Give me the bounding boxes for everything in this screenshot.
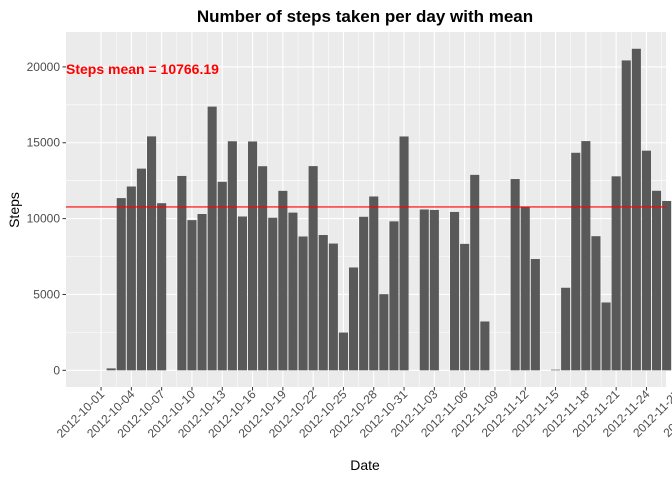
bar-2012-10-29 [379, 294, 389, 371]
bar-2012-11-19 [591, 236, 601, 371]
bar-2012-11-23 [631, 48, 641, 371]
y-tick-label: 10000 [27, 212, 61, 226]
bar-2012-10-28 [369, 196, 379, 371]
y-tick-label: 5000 [33, 287, 60, 301]
bar-2012-11-08 [480, 321, 490, 371]
bar-2012-10-17 [258, 166, 268, 371]
bar-2012-11-15 [551, 369, 561, 371]
bar-2012-10-15 [237, 216, 247, 371]
bar-2012-10-20 [288, 212, 298, 371]
y-tick-label: 0 [53, 363, 60, 377]
bar-2012-11-25 [652, 190, 662, 371]
bar-2012-11-11 [510, 179, 520, 371]
bar-2012-10-26 [349, 267, 359, 371]
bar-2012-10-19 [278, 190, 288, 371]
bar-2012-11-22 [621, 60, 631, 371]
bar-2012-11-16 [561, 287, 571, 371]
bar-2012-10-30 [389, 221, 399, 371]
bar-2012-10-25 [338, 332, 348, 371]
bar-2012-11-17 [571, 152, 581, 371]
bar-2012-10-14 [227, 141, 237, 371]
bar-2012-10-16 [248, 141, 258, 371]
bar-2012-11-26 [662, 200, 672, 371]
bar-2012-10-31 [399, 136, 409, 371]
bar-2012-10-06 [147, 136, 157, 371]
bar-2012-10-23 [318, 235, 328, 371]
bar-2012-11-24 [641, 150, 651, 371]
y-axis: 0 5000 10000 15000 20000 [27, 60, 66, 377]
y-axis-title: Steps [6, 192, 22, 228]
bar-2012-11-18 [581, 141, 591, 371]
bar-2012-11-03 [429, 209, 439, 371]
bar-2012-10-11 [197, 213, 207, 371]
bars [106, 48, 672, 371]
y-tick-label: 20000 [27, 60, 61, 74]
bar-2012-10-24 [328, 243, 338, 371]
bar-2012-10-02 [106, 368, 116, 371]
grid-minor [66, 32, 666, 387]
x-axis: 2012-10-012012-10-042012-10-072012-10-10… [54, 387, 672, 441]
bar-2012-11-02 [419, 209, 429, 371]
bar-2012-10-04 [126, 186, 136, 371]
bar-2012-11-12 [520, 206, 530, 371]
chart-title: Number of steps taken per day with mean [197, 7, 533, 26]
mean-label: Steps mean = 10766.19 [66, 61, 219, 77]
bar-2012-10-07 [157, 203, 167, 371]
bar-2012-11-07 [470, 174, 480, 371]
x-axis-title: Date [350, 457, 380, 473]
bar-2012-11-20 [601, 302, 611, 371]
bar-2012-10-13 [217, 181, 227, 371]
bar-2012-11-13 [530, 259, 540, 371]
bar-2012-11-05 [450, 211, 460, 371]
y-tick-label: 15000 [27, 136, 61, 150]
bar-2012-10-12 [207, 106, 217, 371]
bar-2012-10-09 [177, 175, 187, 371]
bar-2012-10-27 [359, 216, 369, 371]
bar-2012-10-05 [136, 168, 146, 371]
bar-2012-10-10 [187, 220, 197, 371]
bar-2012-10-21 [298, 236, 308, 371]
bar-2012-10-22 [308, 166, 318, 371]
bar-2012-11-21 [611, 176, 621, 371]
bar-2012-10-18 [268, 217, 278, 371]
bar-2012-10-03 [116, 198, 126, 371]
bar-2012-11-06 [460, 243, 470, 371]
